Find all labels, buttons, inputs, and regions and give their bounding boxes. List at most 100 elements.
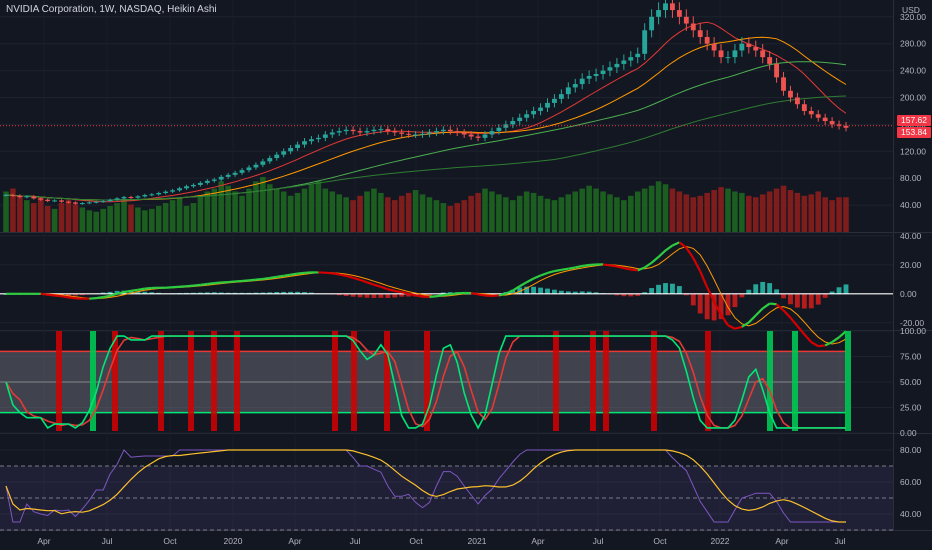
macd-histogram-bar xyxy=(357,293,363,298)
macd-line-segment xyxy=(602,263,611,267)
candle-body xyxy=(475,136,481,138)
macd-histogram-bar xyxy=(66,293,71,296)
y-tick-label: -20.00 xyxy=(900,318,924,328)
y-tick-label: 100.00 xyxy=(900,326,926,336)
macd-histogram-bar xyxy=(343,293,349,297)
candle-body xyxy=(72,202,78,204)
macd-histogram-bar xyxy=(72,293,78,296)
candle-body xyxy=(52,200,58,202)
candle-body xyxy=(545,102,550,108)
candle-body xyxy=(628,57,634,61)
volume-bar xyxy=(405,192,412,232)
candle-body xyxy=(343,129,349,132)
x-tick-label: 2020 xyxy=(224,536,243,546)
x-tick-label: Jul xyxy=(835,536,846,546)
macd-line-segment xyxy=(838,330,847,339)
y-tick-label: 60.00 xyxy=(900,477,922,487)
macd-line-segment xyxy=(671,241,680,247)
macd-line-segment xyxy=(123,289,132,294)
candle-body xyxy=(781,77,786,91)
macd-line-segment xyxy=(207,282,215,286)
candle-body xyxy=(593,73,599,76)
candle-body xyxy=(718,50,724,58)
candle-body xyxy=(552,98,557,103)
stoch-overbought-marker xyxy=(332,331,338,431)
candle-body xyxy=(663,3,668,11)
candle-body xyxy=(788,90,793,98)
macd-line-segment xyxy=(568,266,576,270)
volume-bar xyxy=(79,207,86,232)
candle-body xyxy=(59,200,64,202)
candle-body xyxy=(135,196,141,198)
candle-body xyxy=(142,195,148,197)
macd-histogram-bar xyxy=(510,289,516,294)
macd-histogram-bar xyxy=(753,284,759,294)
y-tick-label: 75.00 xyxy=(900,352,922,362)
macd-line-segment xyxy=(47,293,55,297)
macd-line-segment xyxy=(824,341,833,347)
macd-line-segment xyxy=(387,288,396,293)
macd-line-segment xyxy=(491,294,499,298)
macd-line-segment xyxy=(359,278,368,284)
macd-histogram-bar xyxy=(676,286,682,294)
stoch-overbought-marker xyxy=(351,331,357,431)
macd-histogram-bar xyxy=(663,283,668,294)
macd-histogram-bar xyxy=(197,292,203,294)
macd-line-segment xyxy=(325,271,333,275)
volume-bar xyxy=(607,194,613,232)
volume-bar xyxy=(17,195,23,232)
candle-body xyxy=(38,198,44,200)
candle-body xyxy=(406,133,412,135)
macd-histogram-bar xyxy=(427,293,432,296)
macd-histogram-bar xyxy=(295,291,300,294)
macd-line-segment xyxy=(831,336,840,343)
macd-histogram-bar xyxy=(107,291,113,294)
macd-histogram-bar xyxy=(274,292,280,294)
macd-histogram-bar xyxy=(288,291,294,294)
candle-body xyxy=(843,125,849,128)
macd-line-segment xyxy=(734,325,743,330)
candle-body xyxy=(281,151,287,155)
volume-bar xyxy=(86,210,93,232)
volume-bar xyxy=(169,200,176,232)
stoch-overbought-marker xyxy=(384,331,390,431)
macd-histogram-bar xyxy=(628,293,634,297)
volume-bar xyxy=(510,200,516,232)
stoch-overbought-marker xyxy=(590,331,596,431)
macd-histogram-bar xyxy=(267,292,273,294)
y-tick-label: 120.00 xyxy=(900,146,926,156)
candle-body xyxy=(274,154,280,159)
macd-line-segment xyxy=(241,279,250,283)
volume-bar xyxy=(93,211,100,232)
macd-line-segment xyxy=(401,291,409,295)
macd-line-segment xyxy=(526,277,535,284)
candle-body xyxy=(683,16,689,24)
rsi-line xyxy=(5,449,846,523)
volume-bar xyxy=(37,197,44,232)
candle-body xyxy=(66,201,71,203)
macd-line-segment xyxy=(415,294,423,298)
volume-bar xyxy=(10,188,16,232)
macd-line-segment xyxy=(519,281,528,288)
candle-body xyxy=(295,144,300,148)
macd-histogram-bar xyxy=(538,287,543,294)
macd-line-segment xyxy=(338,273,347,277)
candle-body xyxy=(808,110,814,115)
volume-bar xyxy=(475,192,481,232)
x-tick-label: Apr xyxy=(37,536,50,546)
volume-bar xyxy=(551,200,558,232)
macd-histogram-bar xyxy=(211,292,217,294)
y-tick-label: 280.00 xyxy=(900,39,926,49)
candle-body xyxy=(732,50,738,58)
macd-line-segment xyxy=(269,275,277,280)
volume-bar xyxy=(385,197,391,232)
candle-body xyxy=(649,16,655,31)
macd-histogram-bar xyxy=(531,286,537,294)
volume-bar xyxy=(780,185,787,232)
volume-bar xyxy=(669,188,676,232)
volume-bar xyxy=(468,195,474,232)
macd-histogram-bar xyxy=(524,286,530,294)
x-tick-label: 2022 xyxy=(711,536,730,546)
stoch-oversold-marker xyxy=(845,331,851,431)
